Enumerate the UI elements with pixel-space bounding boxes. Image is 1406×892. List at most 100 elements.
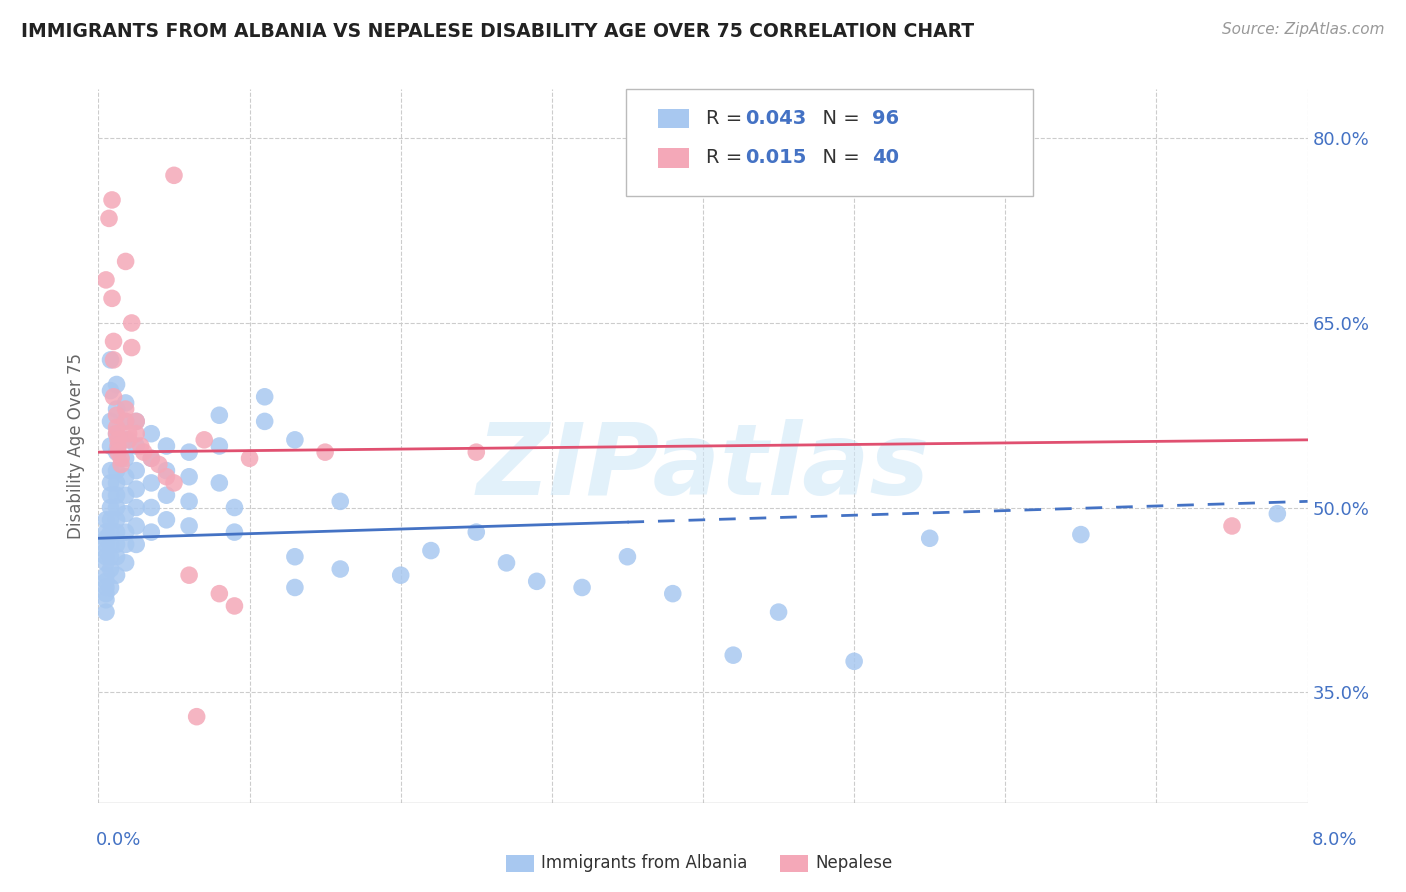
Point — [100, 439, 122, 453]
Point — [121, 341, 143, 355]
Point — [141, 451, 163, 466]
Point — [94, 543, 117, 558]
Text: R =: R = — [706, 109, 748, 128]
Point — [105, 549, 128, 564]
Point — [114, 556, 136, 570]
Point — [420, 543, 443, 558]
Point — [208, 475, 231, 490]
Point — [100, 562, 122, 576]
Point — [224, 599, 246, 613]
Text: N =: N = — [810, 109, 866, 128]
Point — [465, 445, 488, 459]
Point — [155, 469, 177, 483]
Point — [105, 488, 128, 502]
Text: Immigrants from Albania: Immigrants from Albania — [541, 855, 748, 872]
Point — [100, 384, 122, 398]
Point — [100, 488, 122, 502]
Point — [94, 556, 117, 570]
Point — [179, 445, 201, 459]
Point — [101, 193, 124, 207]
Point — [118, 433, 141, 447]
Point — [125, 537, 148, 551]
Point — [100, 525, 122, 540]
Point — [163, 169, 186, 183]
Point — [125, 414, 148, 428]
Point — [148, 458, 170, 472]
Point — [616, 549, 638, 564]
Point — [105, 537, 128, 551]
Point — [329, 562, 352, 576]
Point — [141, 475, 163, 490]
Point — [193, 433, 215, 447]
Point — [94, 568, 117, 582]
Point — [141, 426, 163, 441]
Point — [1267, 507, 1289, 521]
Point — [100, 475, 122, 490]
Point — [155, 439, 177, 453]
Point — [105, 445, 128, 459]
Point — [465, 525, 488, 540]
Text: R =: R = — [706, 148, 748, 168]
Point — [110, 458, 132, 472]
Point — [94, 537, 117, 551]
Point — [94, 592, 117, 607]
Point — [179, 519, 201, 533]
Text: Source: ZipAtlas.com: Source: ZipAtlas.com — [1222, 22, 1385, 37]
Point — [101, 291, 124, 305]
Point — [103, 334, 125, 349]
Point — [114, 525, 136, 540]
Point — [105, 402, 128, 417]
Point — [107, 433, 129, 447]
Text: 0.0%: 0.0% — [96, 831, 141, 849]
Point — [114, 537, 136, 551]
Point — [125, 482, 148, 496]
Text: 0.043: 0.043 — [745, 109, 807, 128]
Point — [495, 556, 517, 570]
Point — [107, 445, 129, 459]
Point — [105, 464, 128, 478]
Point — [179, 568, 201, 582]
Point — [105, 500, 128, 515]
Point — [114, 396, 136, 410]
Point — [723, 648, 745, 662]
Y-axis label: Disability Age Over 75: Disability Age Over 75 — [66, 353, 84, 539]
Point — [526, 574, 548, 589]
Point — [141, 525, 163, 540]
Point — [94, 574, 117, 589]
Point — [1220, 519, 1243, 533]
Point — [186, 709, 208, 723]
Point — [94, 525, 117, 540]
Point — [224, 500, 246, 515]
Text: 96: 96 — [872, 109, 898, 128]
Point — [114, 488, 136, 502]
Text: 40: 40 — [872, 148, 898, 168]
Point — [1070, 527, 1092, 541]
Point — [105, 568, 128, 582]
Point — [163, 475, 186, 490]
Point — [253, 390, 276, 404]
Point — [314, 445, 336, 459]
Point — [155, 513, 177, 527]
Point — [132, 445, 155, 459]
Text: Nepalese: Nepalese — [815, 855, 893, 872]
Point — [918, 531, 941, 545]
Point — [141, 500, 163, 515]
Point — [114, 402, 136, 417]
Point — [114, 451, 136, 466]
Point — [105, 525, 128, 540]
Point — [141, 451, 163, 466]
Point — [121, 316, 143, 330]
Point — [208, 439, 231, 453]
Point — [114, 414, 136, 428]
Point — [103, 390, 125, 404]
Point — [768, 605, 790, 619]
Point — [94, 549, 117, 564]
Point — [100, 414, 122, 428]
Point — [94, 605, 117, 619]
Point — [208, 409, 231, 423]
Point — [100, 352, 122, 367]
Point — [155, 464, 177, 478]
Point — [105, 513, 128, 527]
Point — [125, 439, 148, 453]
Point — [100, 464, 122, 478]
